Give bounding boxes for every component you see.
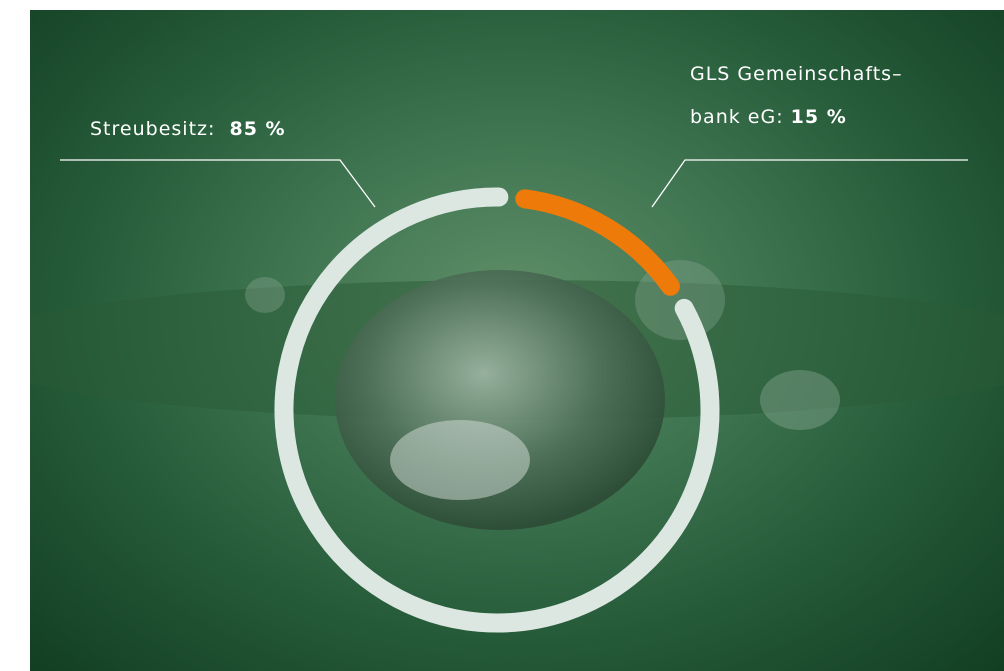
label: Streubesitz: 85 % — [90, 108, 286, 151]
category-label: Streubesitz: — [90, 118, 215, 140]
callout-line — [60, 160, 375, 207]
donut-segment — [525, 199, 671, 286]
value-label: 15 % — [791, 106, 847, 128]
value-label: 85 % — [229, 118, 285, 140]
page: Streubesitz: 85 % GLS Gemeinschafts– ban… — [0, 0, 1004, 671]
callout-line — [652, 160, 968, 207]
label: GLS Gemeinschafts– bank eG: 15 % — [690, 53, 903, 139]
